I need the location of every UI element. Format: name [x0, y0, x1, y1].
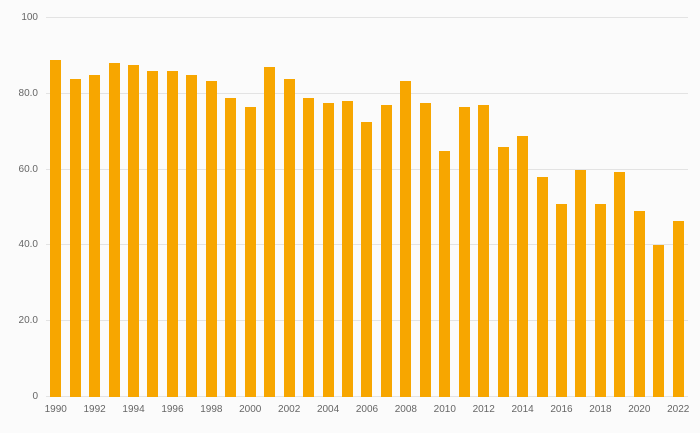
bar-slot: 2014 — [511, 18, 534, 415]
bar-slot: 1996 — [161, 18, 184, 415]
bar-slot: 2022 — [667, 18, 689, 415]
bar-2009 — [419, 103, 431, 397]
plot-area: 1990 1992 1994 1996 1998 2000 2002 2004 2006 2008… — [45, 17, 689, 415]
y-tick-label: 80.0 — [18, 87, 38, 99]
bar-1996 — [166, 71, 178, 397]
x-tick-label: 2012 — [472, 404, 495, 415]
bar-slot — [221, 18, 240, 397]
bar-2005 — [342, 101, 354, 397]
x-tick-label: 2022 — [667, 404, 690, 415]
bar-slot: 2010 — [434, 18, 456, 415]
bar-1998 — [205, 80, 217, 397]
bar-slot — [338, 18, 357, 397]
gridline — [46, 17, 688, 18]
bar-slot — [416, 18, 435, 397]
bar-slot — [649, 18, 668, 397]
bar-1990 — [50, 59, 62, 397]
bar-slot — [65, 18, 84, 397]
bar-slot: 1992 — [84, 18, 106, 415]
bar-slot: 2016 — [550, 18, 573, 415]
y-tick-label: 60.0 — [18, 163, 38, 175]
bar-slot: 2004 — [317, 18, 339, 415]
x-tick-label: 2020 — [628, 404, 651, 415]
bar-2016 — [556, 203, 567, 397]
bar-1994 — [128, 65, 140, 397]
bar-2018 — [594, 203, 606, 397]
x-tick-label: 1996 — [161, 404, 184, 415]
y-tick-label: 0 — [32, 391, 38, 402]
bar-slot: 2012 — [473, 18, 495, 415]
bar-slot: 2020 — [628, 18, 650, 415]
x-tick-label: 1998 — [200, 404, 223, 415]
bar-2012 — [478, 105, 490, 397]
bar-2004 — [322, 103, 334, 397]
bar-2021 — [653, 245, 665, 397]
bar-1992 — [89, 74, 101, 397]
bar-2015 — [536, 177, 548, 397]
bar-slot: 2008 — [395, 18, 417, 415]
bar-2017 — [575, 169, 587, 397]
y-tick-label: 100 — [21, 12, 38, 23]
bar-slot — [143, 18, 162, 397]
bar-slot — [455, 18, 474, 397]
bar-2013 — [497, 146, 509, 397]
x-tick-label: 2008 — [394, 404, 417, 415]
bar-2006 — [361, 122, 373, 397]
bar-2008 — [400, 80, 412, 397]
x-tick-label: 2002 — [278, 404, 301, 415]
bar-slot — [532, 18, 551, 397]
bar-1991 — [69, 78, 81, 397]
x-tick-label: 2000 — [239, 404, 262, 415]
bar-slot: 2000 — [239, 18, 261, 415]
x-tick-label: 2014 — [511, 404, 534, 415]
bar-slot: 2018 — [589, 18, 612, 415]
bars-container: 1990 1992 1994 1996 1998 2000 2002 2004 2006 2008… — [45, 18, 689, 415]
bar-1995 — [147, 71, 159, 397]
bar-2010 — [439, 150, 451, 397]
y-tick-label: 20.0 — [18, 315, 38, 327]
bar-slot: 2002 — [278, 18, 300, 415]
bar-slot — [104, 18, 123, 397]
bar-slot — [377, 18, 396, 397]
bar-2019 — [614, 171, 626, 397]
x-tick-label: 2010 — [433, 404, 456, 415]
bar-2002 — [283, 78, 295, 397]
bar-2011 — [458, 107, 470, 397]
bar-2001 — [264, 67, 276, 397]
bar-slot — [182, 18, 201, 397]
x-tick-label: 2018 — [589, 404, 612, 415]
x-tick-label: 2004 — [316, 404, 340, 415]
bar-slot — [260, 18, 279, 397]
bar-slot — [299, 18, 318, 397]
bar-slot — [571, 18, 590, 397]
x-tick-label: 2016 — [550, 404, 573, 415]
bar-2022 — [672, 220, 684, 397]
bar-slot: 1994 — [122, 18, 145, 415]
x-tick-label: 1992 — [83, 404, 106, 415]
bar-1999 — [225, 97, 237, 397]
x-tick-label: 1990 — [44, 404, 67, 415]
y-axis: 0 20.0 40.0 60.0 80.0 100 — [0, 13, 40, 402]
bar-slot — [493, 18, 512, 397]
bar-2007 — [380, 105, 392, 397]
bar-slot — [610, 18, 629, 397]
gridline — [46, 92, 688, 94]
bar-slot: 1990 — [45, 18, 67, 415]
bar-1993 — [108, 63, 120, 397]
bar-1997 — [186, 74, 198, 397]
bar-2014 — [517, 135, 529, 397]
x-tick-label: 1994 — [122, 404, 145, 415]
bar-2020 — [633, 211, 645, 397]
bar-2003 — [303, 97, 315, 397]
x-tick-label: 2006 — [355, 404, 379, 415]
bar-slot: 1998 — [200, 18, 222, 415]
bar-slot: 2006 — [356, 18, 378, 415]
bar-2000 — [244, 107, 256, 397]
y-tick-label: 40.0 — [18, 239, 38, 251]
